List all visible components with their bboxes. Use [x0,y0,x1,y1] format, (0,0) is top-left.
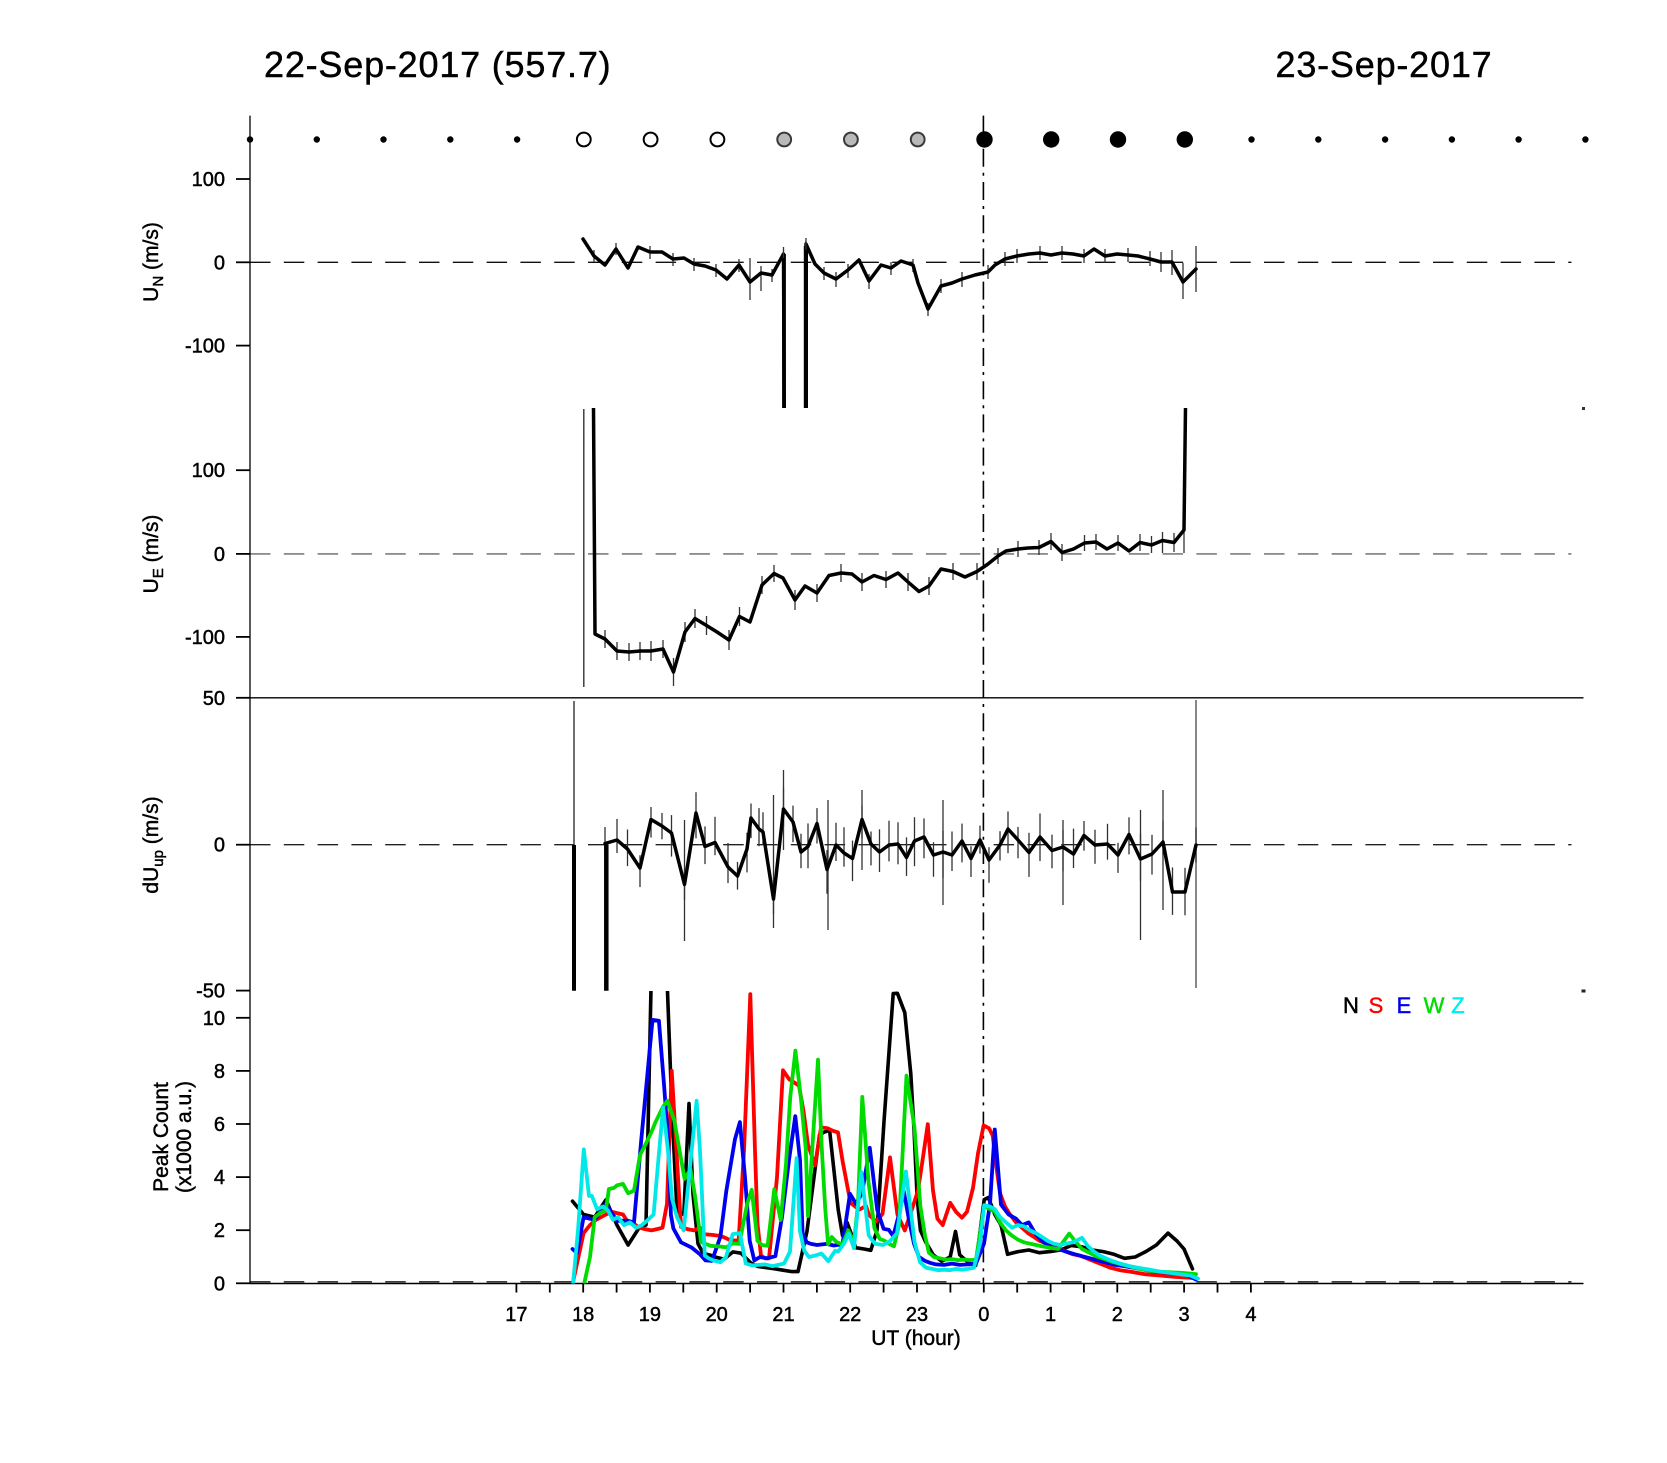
svg-text:0: 0 [214,835,225,857]
svg-text:17: 17 [505,1304,527,1326]
svg-text:0: 0 [214,252,225,274]
svg-text:W: W [1424,993,1445,1018]
svg-text:UE (m/s): UE (m/s) [140,515,167,594]
svg-text:Z: Z [1451,993,1464,1018]
svg-text:UT (hour): UT (hour) [871,1327,960,1350]
svg-text:21: 21 [772,1304,794,1326]
svg-text:19: 19 [639,1304,661,1326]
svg-text:Peak Count: Peak Count [150,1082,173,1192]
svg-text:22: 22 [839,1304,861,1326]
svg-text:2: 2 [214,1220,225,1242]
svg-text:S: S [1369,993,1384,1018]
svg-text:3: 3 [1179,1304,1190,1326]
svg-text:E: E [1397,993,1412,1018]
svg-text:10: 10 [203,1008,225,1030]
svg-text:-100: -100 [185,336,225,358]
svg-text:50: 50 [203,688,225,710]
svg-text:-100: -100 [185,627,225,649]
svg-text:23-Sep-2017: 23-Sep-2017 [1276,44,1493,85]
svg-text:0: 0 [214,544,225,566]
svg-text:8: 8 [214,1061,225,1083]
svg-text:20: 20 [706,1304,728,1326]
svg-text:100: 100 [192,169,225,191]
svg-text:4: 4 [214,1167,225,1189]
svg-text:0: 0 [978,1304,989,1326]
svg-text:N: N [1343,993,1359,1018]
svg-text:1: 1 [1045,1304,1056,1326]
svg-text:22-Sep-2017 (557.7): 22-Sep-2017 (557.7) [264,44,611,85]
svg-text:0: 0 [214,1273,225,1295]
svg-text:UN (m/s): UN (m/s) [140,222,167,302]
svg-text:(x1000 a.u.): (x1000 a.u.) [173,1081,196,1193]
svg-text:4: 4 [1245,1304,1256,1326]
svg-text:dUup (m/s): dUup (m/s) [140,796,167,893]
svg-text:18: 18 [572,1304,594,1326]
svg-text:23: 23 [906,1304,928,1326]
svg-text:2: 2 [1112,1304,1123,1326]
svg-text:6: 6 [214,1114,225,1136]
svg-text:-50: -50 [196,981,225,1003]
svg-text:100: 100 [192,460,225,482]
